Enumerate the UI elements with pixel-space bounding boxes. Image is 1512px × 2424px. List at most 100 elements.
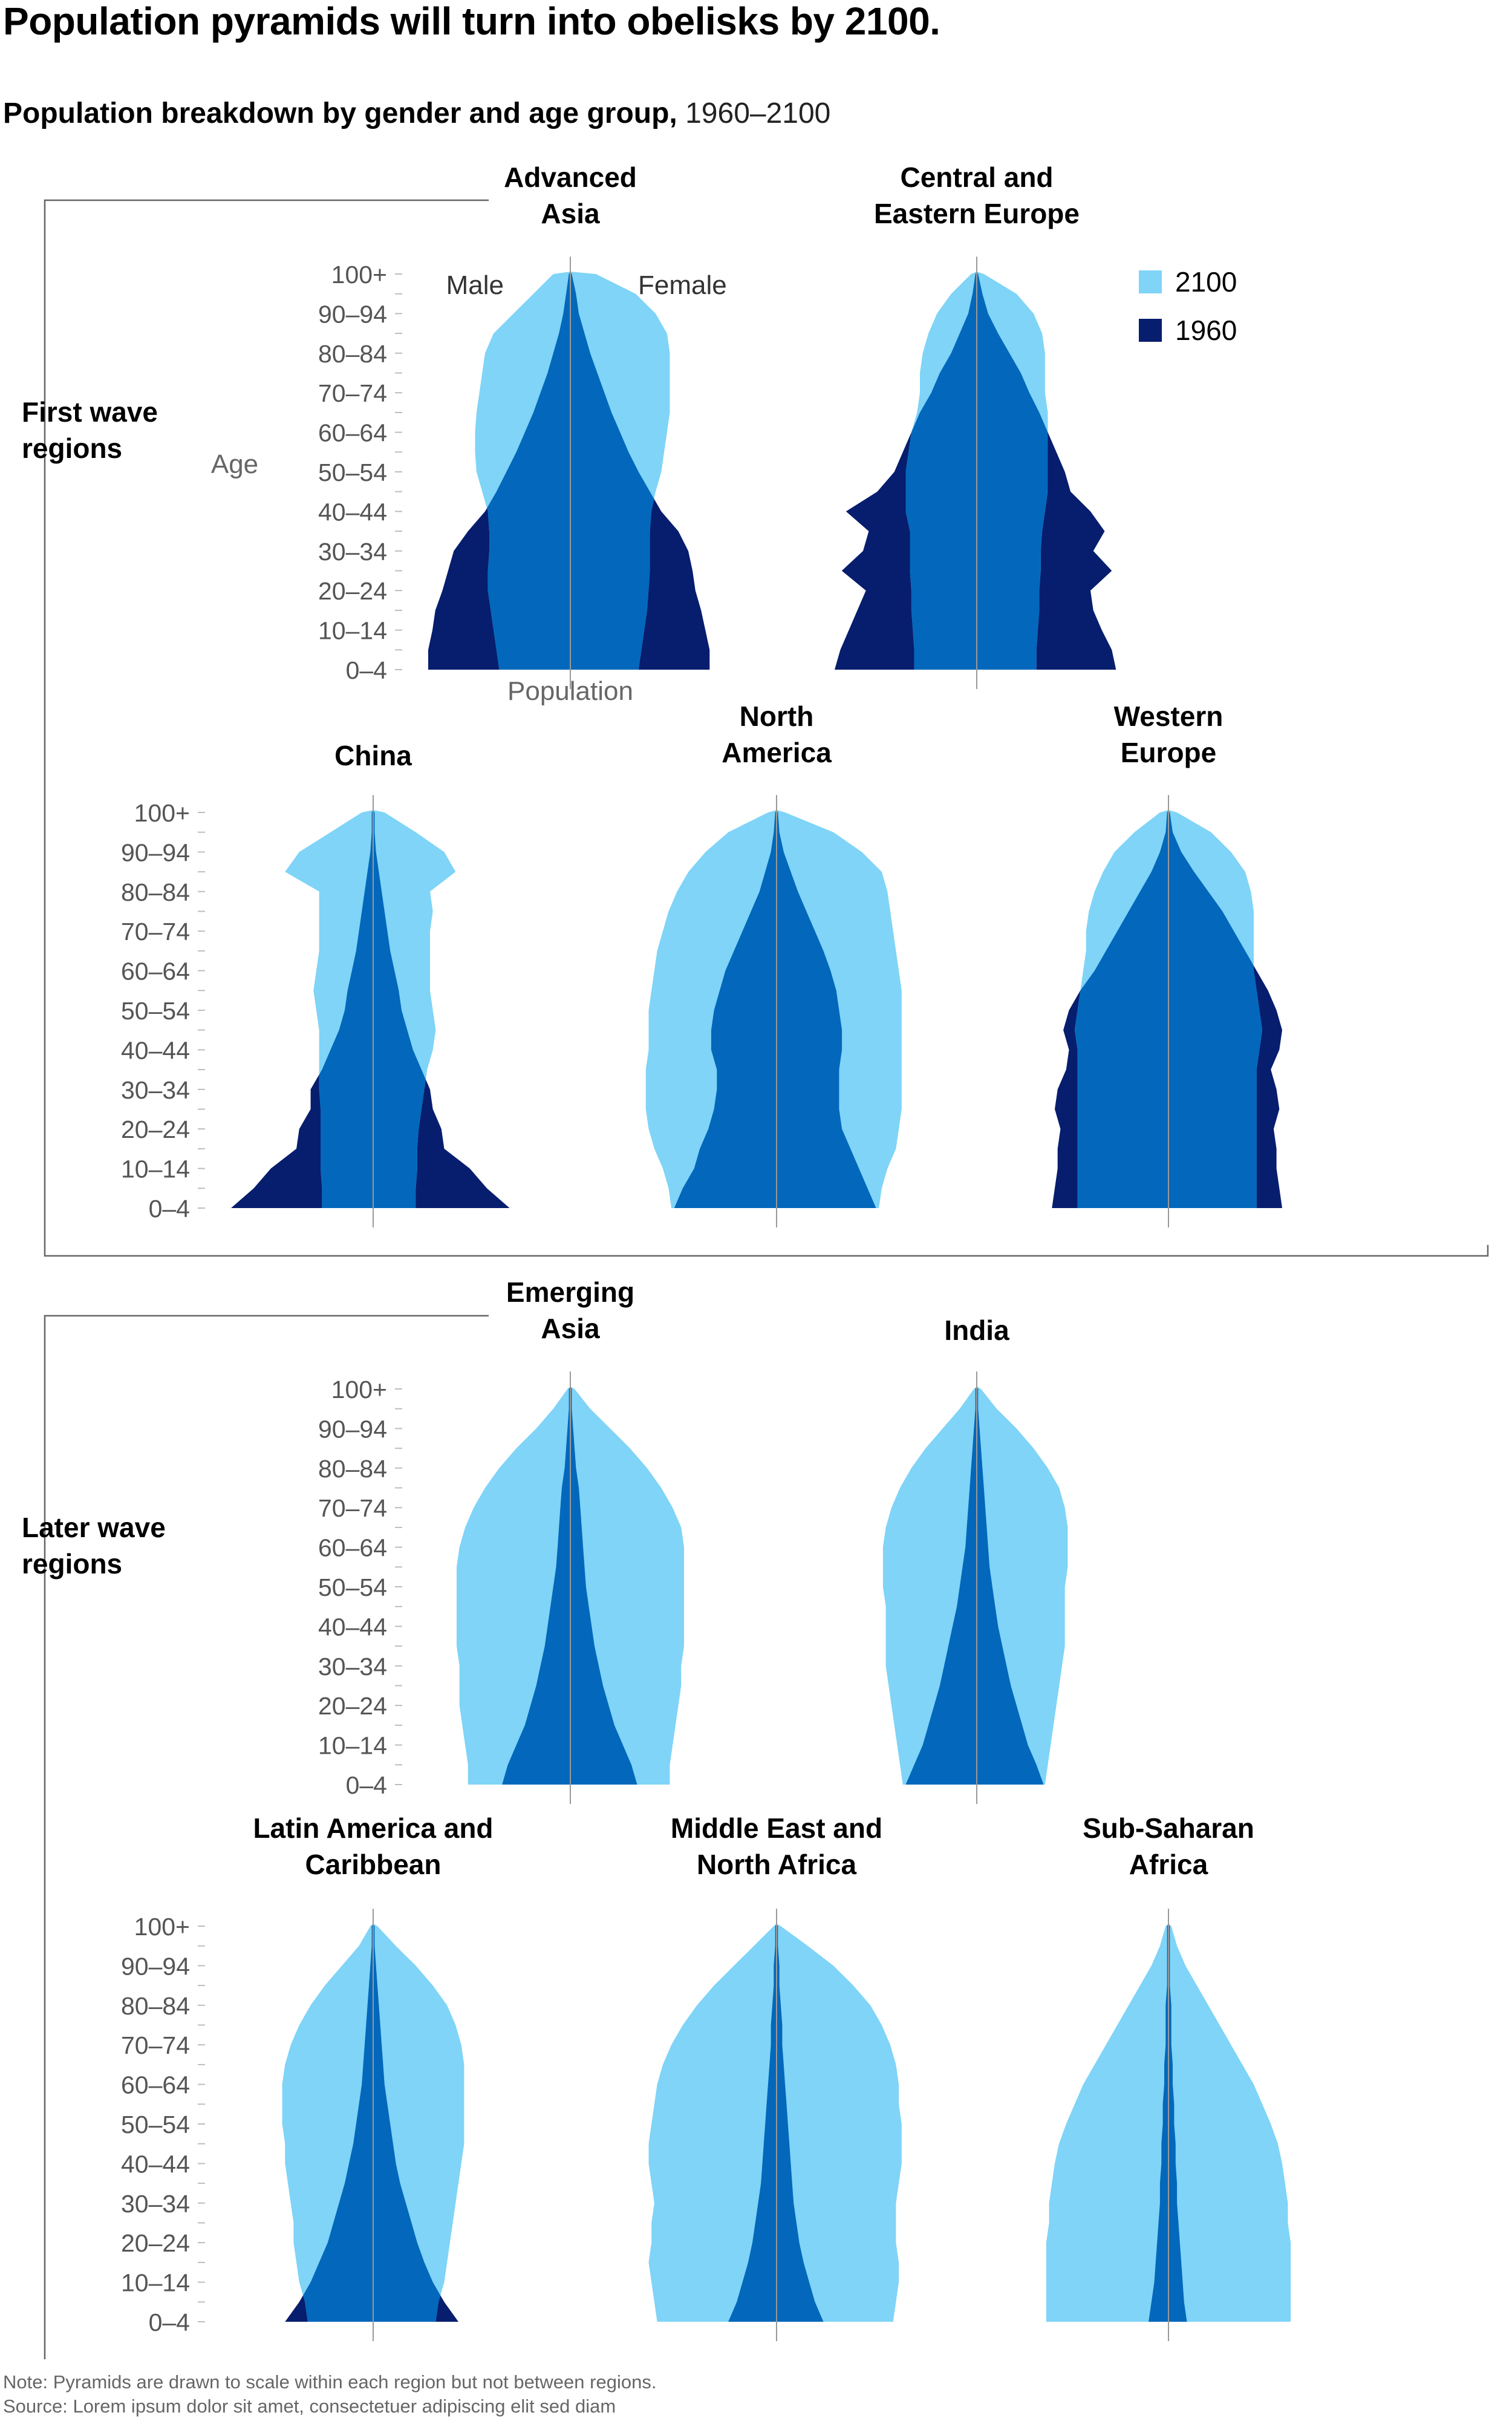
- legend-swatch-1960: [1139, 319, 1162, 342]
- pyramid-overlap-advanced-asia: [475, 272, 670, 670]
- subtitle-main: Population breakdown by gender and age g…: [3, 97, 677, 129]
- group-label-first: regions: [22, 433, 122, 464]
- region-title: Central and: [900, 162, 1053, 193]
- age-tick-label: 20–24: [121, 2229, 190, 2257]
- male-label: Male: [446, 270, 504, 300]
- first-wave-frame-line: [44, 199, 1489, 1257]
- legend: 2100 1960: [1139, 266, 1237, 346]
- first-wave-frame: First wave regions: [22, 199, 1489, 1257]
- age-tick-label: 40–44: [121, 2150, 190, 2178]
- age-tick-label: 70–74: [318, 1494, 387, 1522]
- age-tick-label: 10–14: [121, 2269, 190, 2297]
- region-title: China: [334, 740, 412, 771]
- age-tick-label: 40–44: [318, 1613, 387, 1641]
- age-tick-label: 70–74: [121, 2031, 190, 2059]
- pyramid-panel: North America: [645, 701, 902, 1227]
- region-title: Middle East and: [671, 1812, 882, 1844]
- group-label-later: regions: [22, 1548, 122, 1580]
- region-title: Europe: [1121, 737, 1216, 768]
- chart-notes: Note: Pyramids are drawn to scale within…: [3, 2370, 656, 2419]
- age-tick-label: 30–34: [121, 1076, 190, 1104]
- pyramid-overlap-north-america: [674, 810, 876, 1208]
- region-title: India: [944, 1315, 1009, 1346]
- age-tick-label: 0–4: [346, 656, 387, 684]
- group-label-later: Later wave: [22, 1512, 166, 1543]
- age-tick-label: 80–84: [121, 878, 190, 906]
- source-line: Source: Lorem ipsum dolor sit amet, cons…: [3, 2396, 616, 2417]
- pyramid-panel: Advanced Asia 0–4 10–14 20–24 30–34 40–44 50–54…: [318, 162, 710, 689]
- age-tick-label: 80–84: [318, 1455, 387, 1483]
- pyramid-overlap-india: [905, 1387, 1044, 1785]
- age-tick-label: 30–34: [318, 1653, 387, 1681]
- region-title: Advanced: [504, 162, 637, 193]
- pyramid-overlap-western-europe: [1074, 810, 1263, 1208]
- age-axis-label: Age: [211, 449, 258, 479]
- age-tick-label: 20–24: [318, 1692, 387, 1720]
- age-tick-label: 100+: [134, 799, 190, 827]
- later-wave-frame: Later wave regions: [22, 1315, 489, 2359]
- later-wave-frame-line: [44, 1315, 489, 2359]
- chart-title: Population pyramids will turn into obeli…: [3, 0, 940, 43]
- pyramid-panel: Central and Eastern Europe: [835, 162, 1116, 689]
- age-tick-label: 10–14: [318, 617, 387, 645]
- pyramid-panel: India: [882, 1315, 1068, 1804]
- age-tick-label: 60–64: [121, 2071, 190, 2099]
- age-tick-label: 60–64: [318, 419, 387, 447]
- region-title: Africa: [1129, 1849, 1208, 1880]
- age-tick-label: 50–54: [121, 2111, 190, 2138]
- age-tick-label: 100+: [331, 261, 387, 289]
- age-tick-label: 40–44: [121, 1036, 190, 1064]
- legend-label-1960: 1960: [1175, 315, 1237, 346]
- pyramid-overlap-middle-east-and-north-africa: [728, 1924, 824, 2322]
- population-pyramids-chart: First wave regions Later wave regions 2100 19…: [22, 162, 1489, 2359]
- region-title: Caribbean: [305, 1849, 442, 1880]
- pyramid-panel: Emerging Asia 0–4 10–14 20–24 30–34 40–44 50–54…: [318, 1276, 684, 1804]
- age-tick-label: 50–54: [318, 1573, 387, 1601]
- age-tick-label: 30–34: [121, 2190, 190, 2218]
- age-tick-label: 90–94: [121, 1952, 190, 1980]
- age-tick-label: 40–44: [318, 498, 387, 526]
- region-title: Western: [1114, 701, 1224, 732]
- age-tick-label: 60–64: [121, 958, 190, 985]
- region-title: North: [740, 701, 814, 732]
- age-tick-label: 100+: [134, 1913, 190, 1941]
- region-title: Sub-Saharan: [1083, 1812, 1254, 1844]
- age-tick-label: 70–74: [318, 379, 387, 407]
- population-axis-label: Population: [507, 676, 633, 706]
- chart-subtitle: Population breakdown by gender and age g…: [3, 97, 830, 131]
- age-tick-label: 100+: [331, 1376, 387, 1403]
- age-tick-label: 50–54: [121, 997, 190, 1025]
- group-label-first: First wave: [22, 396, 158, 428]
- footnote: Note: Pyramids are drawn to scale within…: [3, 2371, 657, 2393]
- pyramid-overlap-china: [285, 810, 456, 1208]
- region-title: North Africa: [697, 1849, 857, 1880]
- pyramid-overlap-emerging-asia: [502, 1387, 637, 1785]
- region-title: Eastern Europe: [874, 198, 1080, 229]
- legend-swatch-2100: [1139, 270, 1162, 293]
- subtitle-years: 1960–2100: [685, 97, 831, 129]
- region-title: Latin America and: [253, 1812, 493, 1844]
- pyramid-overlap-sub-saharan-africa: [1149, 1924, 1187, 2322]
- region-title: Asia: [541, 198, 600, 229]
- pyramid-overlap-latin-america-and-caribbean: [285, 1924, 458, 2322]
- age-tick-label: 0–4: [346, 1771, 387, 1799]
- age-tick-label: 90–94: [121, 838, 190, 866]
- pyramid-panel: Sub-Saharan Africa: [1046, 1812, 1291, 2341]
- region-title: Emerging: [506, 1276, 634, 1308]
- age-tick-label: 0–4: [149, 1195, 190, 1223]
- age-tick-label: 0–4: [149, 2308, 190, 2336]
- age-tick-label: 20–24: [318, 577, 387, 605]
- region-title: Asia: [541, 1313, 600, 1344]
- pyramid-panel: Latin America and Caribbean 0–4 10–14 20–24 3…: [121, 1812, 494, 2341]
- age-tick-label: 20–24: [121, 1116, 190, 1143]
- age-tick-label: 10–14: [318, 1732, 387, 1760]
- age-tick-label: 70–74: [121, 918, 190, 946]
- age-tick-label: 60–64: [318, 1534, 387, 1562]
- pyramid-panel: Middle East and North Africa: [648, 1812, 902, 2341]
- female-label: Female: [638, 270, 727, 300]
- age-tick-label: 50–54: [318, 459, 387, 486]
- pyramid-panel: Western Europe: [1052, 701, 1282, 1227]
- region-title: America: [722, 737, 832, 768]
- age-tick-label: 90–94: [318, 1415, 387, 1443]
- age-tick-label: 30–34: [318, 538, 387, 566]
